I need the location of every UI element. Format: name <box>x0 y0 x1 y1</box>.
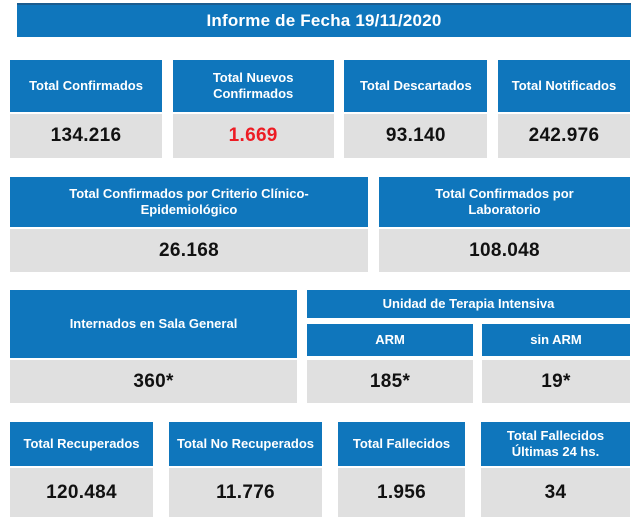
icu-sin-arm-header: sin ARM <box>482 324 630 356</box>
stat-card-total-fallecidos: Total Fallecidos 1.956 <box>338 422 465 517</box>
stat-card-total-notificados: Total Notificados 242.976 <box>497 60 630 158</box>
icu-group-header: Unidad de Terapia Intensiva <box>307 290 630 318</box>
stat-card-label: Total Confirmados por Laboratorio <box>435 186 574 217</box>
stat-card-label: Total Notificados <box>511 78 617 93</box>
stat-card-header: Total Confirmados por Criterio Clínico-E… <box>10 177 368 227</box>
stat-card-header: Total Fallecidos <box>338 422 465 466</box>
stat-card-label: Total Fallecidos Últimas 24 hs. <box>506 428 605 459</box>
stat-card-header: Total Recuperados <box>10 422 153 466</box>
stat-card-value: 93.140 <box>344 114 488 158</box>
stat-card-confirmados-criterio-clinico: Total Confirmados por Criterio Clínico-E… <box>10 177 368 272</box>
stat-card-header: Total Confirmados por Laboratorio <box>379 177 630 227</box>
stat-card-label: Total Recuperados <box>23 436 140 451</box>
icu-sin-arm-label: sin ARM <box>530 332 582 347</box>
stat-card-value: 120.484 <box>10 468 153 517</box>
stat-card-header: Total Descartados <box>344 60 488 112</box>
outcomes-row: Total Recuperados 120.484 Total No Recup… <box>10 422 630 517</box>
icu-arm-header: ARM <box>307 324 473 356</box>
confirmation-criteria-row: Total Confirmados por Criterio Clínico-E… <box>10 177 630 272</box>
stat-card-header: Total No Recuperados <box>169 422 322 466</box>
stat-card-label: Total Confirmados <box>29 78 143 93</box>
stat-card-fallecidos-24hs: Total Fallecidos Últimas 24 hs. 34 <box>481 422 630 517</box>
stat-card-value-highlighted: 1.669 <box>172 114 334 158</box>
stat-card-value: 34 <box>481 468 630 517</box>
stat-card-total-recuperados: Total Recuperados 120.484 <box>10 422 153 517</box>
stat-card-header: Total Fallecidos Últimas 24 hs. <box>481 422 630 466</box>
stat-card-label: Total Descartados <box>359 78 472 93</box>
stat-card-value: 26.168 <box>10 229 368 272</box>
stat-card-total-no-recuperados: Total No Recuperados 11.776 <box>169 422 322 517</box>
hospitalization-row: Internados en Sala General 360* Unidad d… <box>10 290 630 403</box>
icu-sin-arm-value: 19* <box>482 360 630 403</box>
stat-card-header: Total Nuevos Confirmados <box>172 60 334 112</box>
icu-subheaders: ARM sin ARM <box>307 324 630 356</box>
report-title: Informe de Fecha 19/11/2020 <box>206 11 442 30</box>
stat-card-label: Internados en Sala General <box>69 316 238 331</box>
stat-card-internados-sala-general: Internados en Sala General 360* <box>10 290 297 403</box>
stat-card-label: Total No Recuperados <box>176 436 314 451</box>
stat-card-header: Internados en Sala General <box>10 290 297 358</box>
stat-card-value: 360* <box>10 360 297 403</box>
icu-arm-label: ARM <box>375 332 405 347</box>
stat-card-value: 242.976 <box>497 114 630 158</box>
stat-card-label: Total Confirmados por Criterio Clínico-E… <box>69 186 309 217</box>
stat-card-label: Total Fallecidos <box>352 436 451 451</box>
summary-totals-row: Total Confirmados 134.216 Total Nuevos C… <box>10 60 630 158</box>
stat-card-value: 134.216 <box>10 114 162 158</box>
stat-card-header: Total Confirmados <box>10 60 162 112</box>
stat-card-value: 1.956 <box>338 468 465 517</box>
stat-card-total-confirmados: Total Confirmados 134.216 <box>10 60 162 158</box>
stat-card-header: Total Notificados <box>497 60 630 112</box>
icu-group: Unidad de Terapia Intensiva ARM sin ARM … <box>307 290 630 403</box>
icu-arm-value: 185* <box>307 360 473 403</box>
stat-card-confirmados-laboratorio: Total Confirmados por Laboratorio 108.04… <box>379 177 630 272</box>
stat-card-value: 108.048 <box>379 229 630 272</box>
stat-card-total-nuevos-confirmados: Total Nuevos Confirmados 1.669 <box>172 60 334 158</box>
stat-card-value: 11.776 <box>169 468 322 517</box>
icu-group-label: Unidad de Terapia Intensiva <box>382 296 555 311</box>
stat-card-total-descartados: Total Descartados 93.140 <box>344 60 488 158</box>
stat-card-label: Total Nuevos Confirmados <box>212 70 294 101</box>
icu-values: 185* 19* <box>307 360 630 403</box>
report-title-bar: Informe de Fecha 19/11/2020 <box>17 3 631 37</box>
